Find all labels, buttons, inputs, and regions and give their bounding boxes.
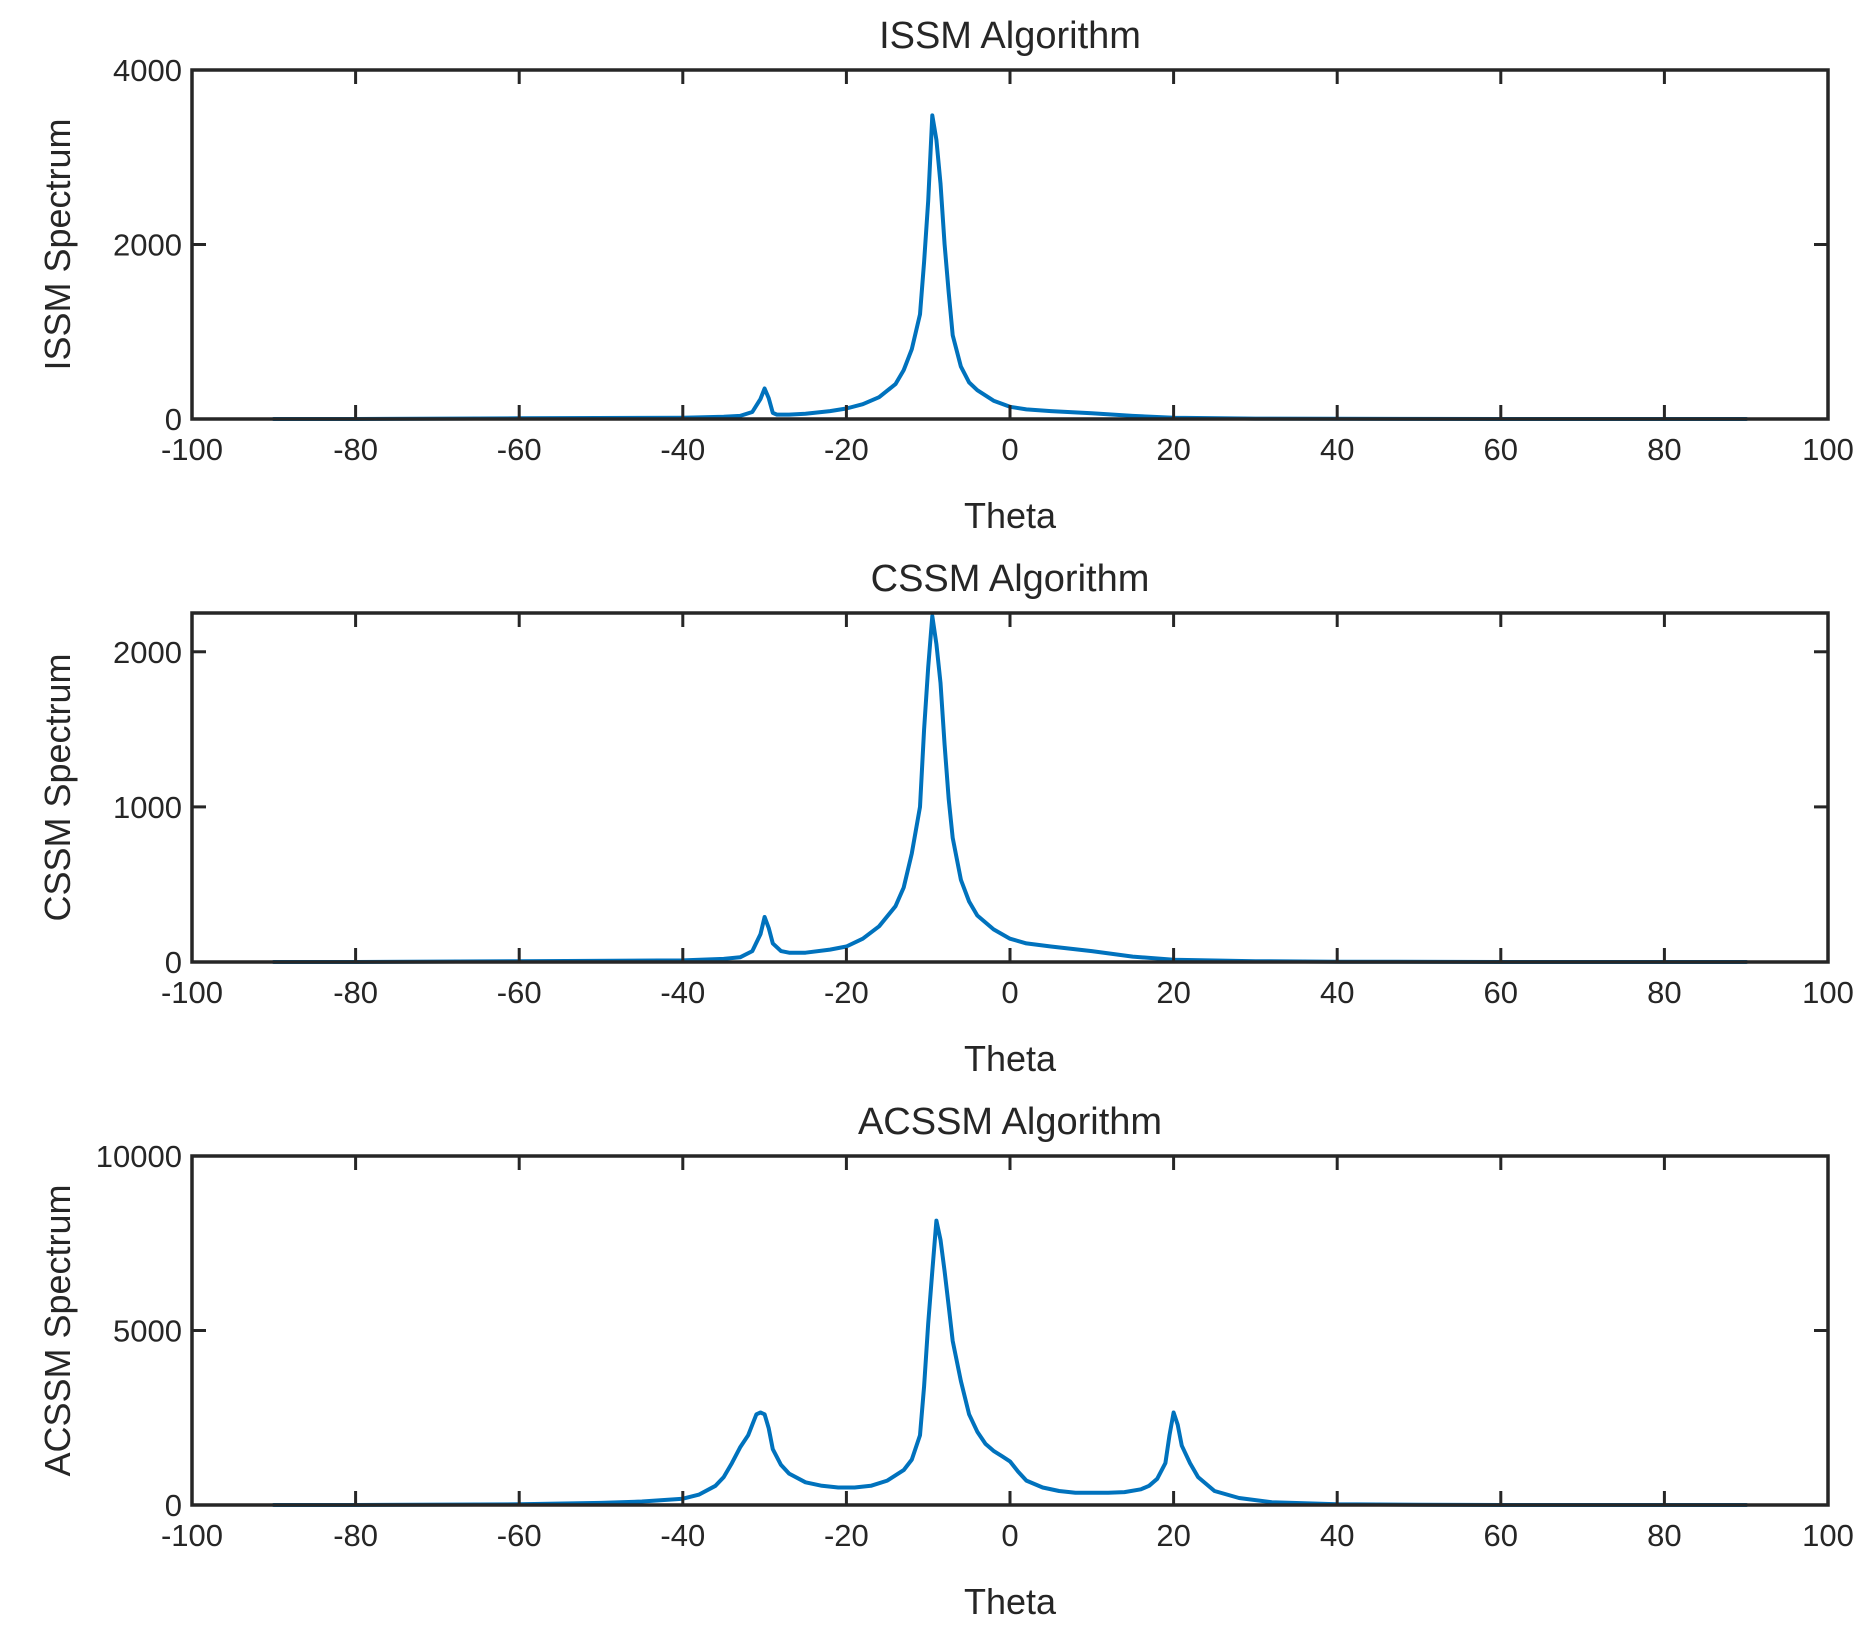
- x-tick-label: 20: [1156, 1518, 1190, 1553]
- y-tick-label: 1000: [113, 790, 182, 825]
- chart-title: CSSM Algorithm: [871, 558, 1150, 600]
- subplot-2: -100 -80 -60 -40 -20 0 20 40 60 80 100010002000CSS…: [37, 558, 1854, 1079]
- x-tick-label: 40: [1320, 1518, 1354, 1553]
- x-tick-label: -80: [333, 1518, 378, 1553]
- x-tick-label: 0: [1001, 975, 1018, 1010]
- subplot-1: -100 -80 -60 -40 -20 0 20 40 60 80 100 0 2000 4000 ISS…: [37, 15, 1854, 536]
- x-tick-label: 40: [1320, 975, 1354, 1010]
- x-tick-label: 60: [1484, 1518, 1518, 1553]
- x-tick-label: -20: [824, 1518, 869, 1553]
- x-tick-label: -40: [660, 975, 705, 1010]
- x-tick-label: -60: [497, 1518, 542, 1553]
- x-tick-label: 20: [1156, 975, 1190, 1010]
- y-tick-label: 5000: [113, 1314, 182, 1349]
- series-line-3-1: [271, 1218, 1749, 1507]
- series-line-2-1: [271, 614, 1749, 964]
- x-axis-label: Theta: [964, 1038, 1057, 1079]
- x-tick-label: -60: [497, 432, 542, 467]
- subplots: -100 -80 -60 -40 -20 0 20 40 60 80 100020004000ISS…: [37, 15, 1854, 1622]
- y-tick-label: 0: [165, 402, 182, 437]
- chart-title: ISSM Algorithm: [879, 15, 1141, 57]
- y-tick-label: 2000: [113, 228, 182, 263]
- x-tick-label: -100: [161, 975, 223, 1010]
- x-tick-label: -100: [161, 432, 223, 467]
- y-tick-label: 0: [165, 1488, 182, 1523]
- subplot-3: -100 -80 -60 -40 -20 0 20 40 60 80 100 0 5000 10000 AC…: [37, 1101, 1854, 1622]
- x-tick-label: -80: [333, 975, 378, 1010]
- x-tick-label: 100: [1802, 432, 1854, 467]
- series-line-1-1: [271, 113, 1749, 421]
- y-axis-label: ISSM Spectrum: [37, 118, 78, 370]
- x-tick-label: 60: [1484, 975, 1518, 1010]
- x-axis-label: Theta: [964, 1581, 1057, 1622]
- x-tick-label: 60: [1484, 432, 1518, 467]
- x-axis-label: Theta: [964, 495, 1057, 536]
- y-axis-label: ACSSM Spectrum: [37, 1184, 78, 1476]
- x-tick-label: -100: [161, 1518, 223, 1553]
- x-tick-label: -20: [824, 975, 869, 1010]
- x-tick-label: 80: [1647, 975, 1681, 1010]
- x-tick-label: 0: [1001, 1518, 1018, 1553]
- x-tick-label: 40: [1320, 432, 1354, 467]
- x-tick-label: 20: [1156, 432, 1190, 467]
- y-tick-label: 10000: [96, 1139, 182, 1174]
- y-tick-label: 4000: [113, 53, 182, 88]
- y-tick-label: 2000: [113, 635, 182, 670]
- chart-title: ACSSM Algorithm: [858, 1101, 1162, 1143]
- x-tick-label: -40: [660, 432, 705, 467]
- x-tick-label: -80: [333, 432, 378, 467]
- x-tick-label: 80: [1647, 1518, 1681, 1553]
- x-tick-label: 100: [1802, 1518, 1854, 1553]
- x-tick-label: 0: [1001, 432, 1018, 467]
- y-axis-label: CSSM Spectrum: [37, 653, 78, 921]
- x-tick-label: -20: [824, 432, 869, 467]
- x-tick-label: -40: [660, 1518, 705, 1553]
- x-tick-label: 100: [1802, 975, 1854, 1010]
- x-tick-label: 80: [1647, 432, 1681, 467]
- y-tick-label: 0: [165, 945, 182, 980]
- x-tick-label: -60: [497, 975, 542, 1010]
